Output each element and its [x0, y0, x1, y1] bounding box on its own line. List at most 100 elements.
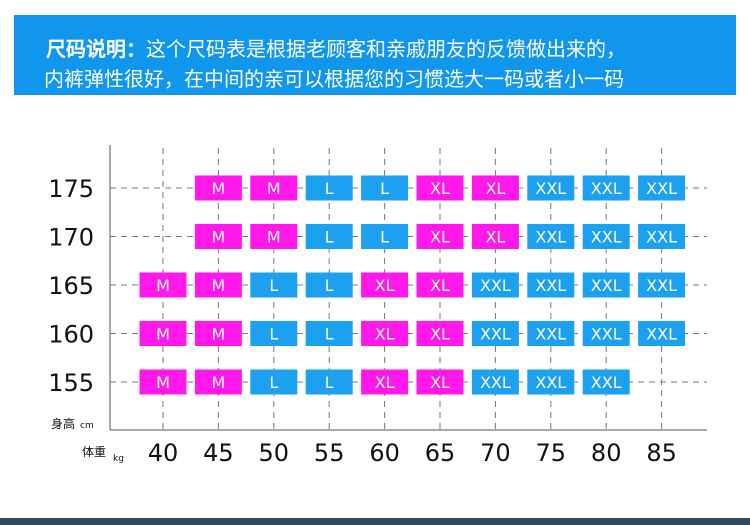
size-cell-box: [527, 369, 575, 395]
size-cell-box: [139, 321, 187, 346]
size-cell-label: M: [156, 373, 170, 392]
size-cell-box: [638, 272, 686, 298]
size-cell-box: [361, 224, 409, 249]
size-cell-box: [582, 321, 630, 346]
size-cell-label: XL: [375, 276, 395, 295]
size-cell-box: [527, 224, 575, 249]
size-cell-box: [305, 321, 353, 346]
size-cell: M: [194, 321, 242, 346]
size-cell-box: [471, 321, 519, 346]
y-tick-label: 165: [48, 272, 94, 300]
size-cell: XXL: [638, 224, 686, 249]
size-cell-label: M: [211, 179, 225, 198]
size-cell-label: L: [269, 276, 278, 295]
size-cell-box: [250, 369, 298, 395]
size-cell-label: XL: [375, 373, 395, 392]
size-cell-box: [416, 175, 464, 201]
size-cell-label: XL: [430, 179, 450, 198]
size-cell-label: L: [325, 228, 334, 247]
size-cell-label: M: [211, 228, 225, 247]
size-cell-box: [305, 224, 353, 249]
size-cell: M: [139, 369, 187, 395]
size-cell-label: XL: [430, 276, 450, 295]
size-cell: XL: [361, 272, 409, 298]
size-cell-box: [582, 224, 630, 249]
size-cell: XXL: [582, 272, 630, 298]
size-cell-box: [250, 272, 298, 298]
size-cell-label: XXL: [535, 373, 566, 392]
size-cell: XXL: [527, 369, 575, 395]
size-cell: XXL: [582, 369, 630, 395]
size-cell-box: [416, 369, 464, 395]
size-cell-label: M: [211, 276, 225, 295]
size-cell-label: XL: [375, 325, 395, 344]
bottom-rule: [0, 518, 750, 525]
size-cell: XXL: [527, 175, 575, 201]
size-cell-box: [194, 369, 242, 395]
size-cell-label: XL: [485, 228, 505, 247]
size-cell-box: [194, 321, 242, 346]
size-cell-label: XXL: [646, 228, 677, 247]
size-cell-label: M: [211, 373, 225, 392]
size-cell-label: XXL: [480, 325, 511, 344]
size-cell: M: [250, 175, 298, 201]
size-cell-label: XXL: [646, 325, 677, 344]
size-cell-box: [361, 272, 409, 298]
size-cell-box: [361, 369, 409, 395]
size-cell: L: [250, 369, 298, 395]
x-tick-label: 40: [148, 439, 179, 467]
size-cell-label: XL: [430, 228, 450, 247]
size-cell: L: [305, 175, 353, 201]
x-tick-label: 55: [314, 439, 345, 467]
size-cell: XL: [416, 175, 464, 201]
banner-title: 尺码说明：: [46, 37, 146, 61]
size-cell-box: [582, 369, 630, 395]
size-cell: L: [305, 369, 353, 395]
size-cell-label: M: [267, 228, 281, 247]
size-cell: L: [305, 224, 353, 249]
x-tick-label: 75: [536, 439, 567, 467]
y-tick-label: 170: [48, 224, 94, 252]
size-cell: L: [305, 272, 353, 298]
x-tick-label: 70: [480, 439, 511, 467]
size-note-banner: 尺码说明：这个尺码表是根据老顾客和亲戚朋友的反馈做出来的， 内裤弹性很好，在中间…: [14, 15, 736, 95]
size-cell-box: [471, 369, 519, 395]
x-axis-label: 体重: [82, 445, 106, 459]
size-cell-box: [194, 272, 242, 298]
size-cell-label: XXL: [591, 276, 622, 295]
size-cell-label: XXL: [646, 276, 677, 295]
size-cell-label: XL: [430, 373, 450, 392]
size-cell-box: [361, 175, 409, 201]
size-cell: XXL: [471, 369, 519, 395]
size-cell-label: M: [156, 276, 170, 295]
chart-labels: 175 170 165 160 155 40 45 50 55 60 65 70 75 80 85: [48, 175, 677, 467]
size-cell: M: [139, 272, 187, 298]
size-cell-box: [139, 369, 187, 395]
size-cell-label: XXL: [535, 179, 566, 198]
y-axis-label: 身高: [51, 416, 75, 431]
size-cell: XL: [471, 224, 519, 249]
banner-line-2: 内裤弹性很好，在中间的亲可以根据您的习惯选大一码或者小一码: [44, 67, 624, 91]
size-cell-box: [250, 321, 298, 346]
size-cell-label: XL: [430, 325, 450, 344]
size-cell-label: M: [211, 325, 225, 344]
size-cell-box: [527, 272, 575, 298]
size-cell: XL: [471, 175, 519, 201]
size-cell: M: [139, 321, 187, 346]
size-cell: M: [194, 224, 242, 249]
size-cell-label: L: [325, 325, 334, 344]
size-cell-label: L: [380, 228, 389, 247]
size-cell: M: [194, 272, 242, 298]
size-cell: XL: [416, 272, 464, 298]
size-cell: XL: [416, 224, 464, 249]
size-cell-box: [471, 272, 519, 298]
size-cell: L: [361, 175, 409, 201]
size-cell-box: [527, 175, 575, 201]
size-cell-label: XXL: [591, 179, 622, 198]
size-cell: XL: [416, 321, 464, 346]
banner-line-1: 尺码说明：这个尺码表是根据老顾客和亲戚朋友的反馈做出来的，: [46, 35, 626, 63]
size-cell: XXL: [582, 321, 630, 346]
size-cell: M: [194, 175, 242, 201]
size-cell-box: [250, 224, 298, 249]
